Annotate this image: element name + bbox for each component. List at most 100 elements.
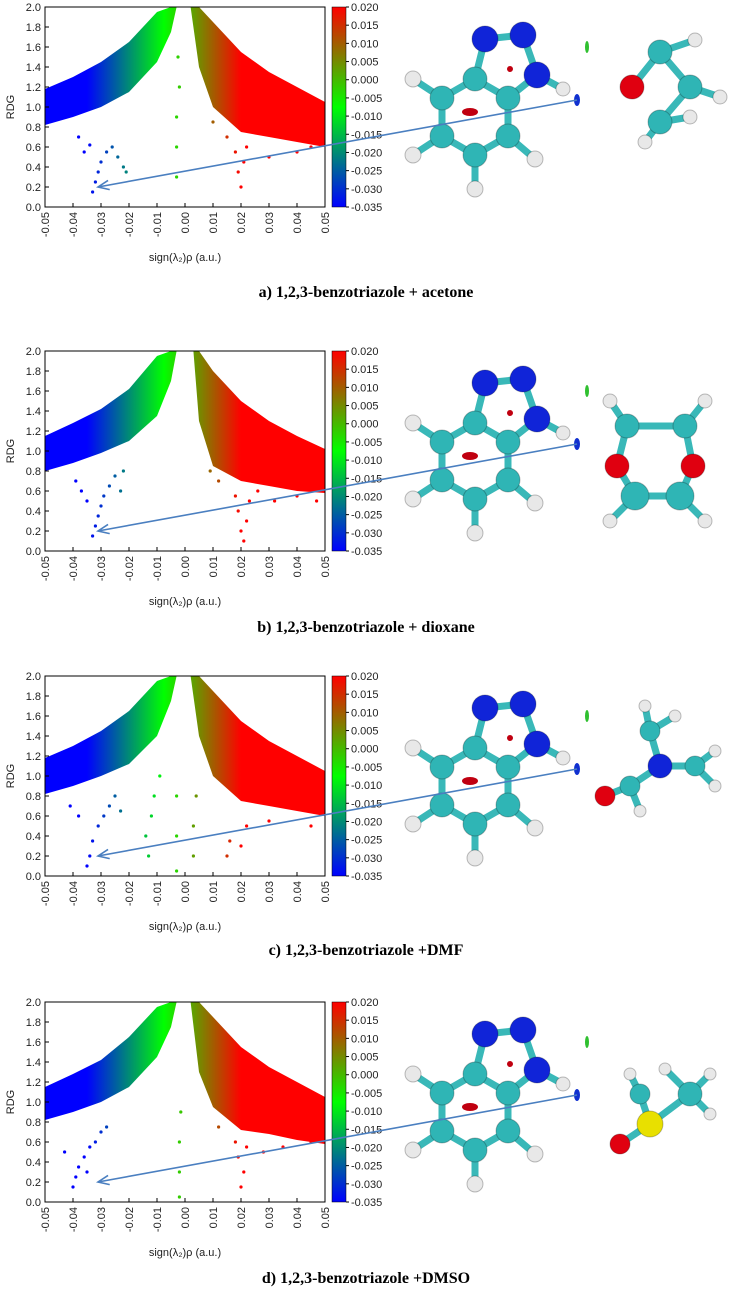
atom	[462, 66, 488, 92]
scatter-point	[239, 529, 243, 533]
atom	[647, 39, 673, 65]
atom	[462, 735, 488, 761]
x-tick-label: -0.04	[68, 881, 80, 906]
isosurface	[462, 108, 478, 116]
isosurface	[507, 66, 513, 72]
caption: c) 1,2,3-benzotriazole +DMF	[269, 942, 464, 959]
scatter-point	[124, 170, 128, 174]
colorbar-tick-label: 0.010	[351, 382, 379, 394]
atom	[697, 393, 713, 409]
x-tick-label: -0.03	[96, 1207, 108, 1232]
x-tick-label: 0.01	[208, 556, 220, 577]
scatter-point	[147, 854, 151, 858]
x-tick-label: 0.02	[236, 556, 248, 577]
colorbar-tick-label: -0.030	[351, 184, 382, 196]
scatter-point	[121, 165, 125, 169]
arrow-head	[95, 1174, 110, 1186]
scatter-point	[239, 1185, 243, 1189]
scatter-point	[175, 115, 179, 119]
scatter-point	[236, 170, 240, 174]
colorbar-tick-label: 0.000	[351, 419, 379, 431]
scatter-point	[175, 794, 179, 798]
scatter-point	[177, 1170, 181, 1174]
scatter-point	[315, 499, 319, 503]
y-tick-label: 1.0	[26, 446, 41, 458]
scatter-point	[177, 1195, 181, 1199]
density-band	[45, 676, 177, 794]
scatter-point	[85, 1170, 89, 1174]
scatter-point	[239, 844, 243, 848]
atom	[526, 819, 544, 837]
atom	[462, 1061, 488, 1087]
scatter-point	[245, 824, 249, 828]
x-tick-label: 0.03	[264, 556, 276, 577]
x-tick-label: 0.05	[320, 1207, 332, 1228]
atom	[466, 849, 484, 867]
y-tick-label: 1.4	[26, 62, 41, 74]
scatter-point	[175, 145, 179, 149]
scatter-point	[96, 514, 100, 518]
y-tick-label: 0.2	[26, 526, 41, 538]
x-tick-label: 0.01	[208, 212, 220, 233]
atom	[555, 1076, 571, 1092]
atom	[658, 1062, 672, 1076]
colorbar-tick-label: -0.025	[351, 510, 382, 522]
atom	[594, 785, 616, 807]
y-tick-label: 0.0	[26, 1197, 41, 1209]
x-tick-label: 0.00	[180, 212, 192, 233]
x-tick-label: 0.04	[292, 212, 304, 233]
colorbar-tick-label: 0.005	[351, 57, 379, 69]
y-tick-label: 2.0	[26, 346, 41, 358]
x-tick-label: -0.02	[124, 881, 136, 906]
x-tick-label: 0.04	[292, 1207, 304, 1228]
scatter-point	[217, 479, 221, 483]
atom	[672, 413, 698, 439]
colorbar-tick-label: 0.020	[351, 997, 379, 1009]
atom	[647, 109, 673, 135]
scatter-point	[91, 839, 95, 843]
y-tick-label: 1.2	[26, 751, 41, 763]
atom	[665, 481, 695, 511]
y-tick-label: 1.0	[26, 771, 41, 783]
atom	[620, 481, 650, 511]
colorbar-tick-label: -0.005	[351, 1088, 382, 1100]
x-tick-label: 0.05	[320, 556, 332, 577]
atom	[509, 690, 537, 718]
x-tick-label: -0.03	[96, 556, 108, 581]
x-tick-label: -0.05	[40, 556, 52, 581]
atom	[602, 393, 618, 409]
x-tick-label: -0.03	[96, 212, 108, 237]
x-tick-label: -0.05	[40, 212, 52, 237]
x-axis-label: sign(λ₂)ρ (a.u.)	[149, 596, 221, 608]
atom	[462, 1137, 488, 1163]
scatter-point	[71, 1185, 75, 1189]
atom	[509, 1016, 537, 1044]
scatter-point	[208, 469, 212, 473]
y-tick-label: 1.8	[26, 691, 41, 703]
y-tick-label: 0.6	[26, 142, 41, 154]
atom	[677, 74, 703, 100]
density-band	[45, 7, 177, 125]
scatter-point	[175, 834, 179, 838]
scatter-point	[74, 1175, 78, 1179]
scatter-point	[74, 479, 78, 483]
scatter-point	[245, 145, 249, 149]
atom	[647, 753, 673, 779]
x-tick-label: 0.02	[236, 881, 248, 902]
x-tick-label: -0.04	[68, 212, 80, 237]
atom	[609, 1133, 631, 1155]
x-tick-label: -0.04	[68, 556, 80, 581]
x-tick-label: -0.04	[68, 1207, 80, 1232]
atom	[404, 815, 422, 833]
scatter-point	[225, 135, 229, 139]
scatter-point	[99, 160, 103, 164]
x-tick-label: 0.00	[180, 556, 192, 577]
y-tick-label: 1.6	[26, 386, 41, 398]
atom	[668, 709, 682, 723]
isosurface	[462, 777, 478, 785]
y-tick-label: 1.2	[26, 82, 41, 94]
arrow-head	[95, 179, 110, 191]
atom	[429, 123, 455, 149]
atom	[429, 1080, 455, 1106]
